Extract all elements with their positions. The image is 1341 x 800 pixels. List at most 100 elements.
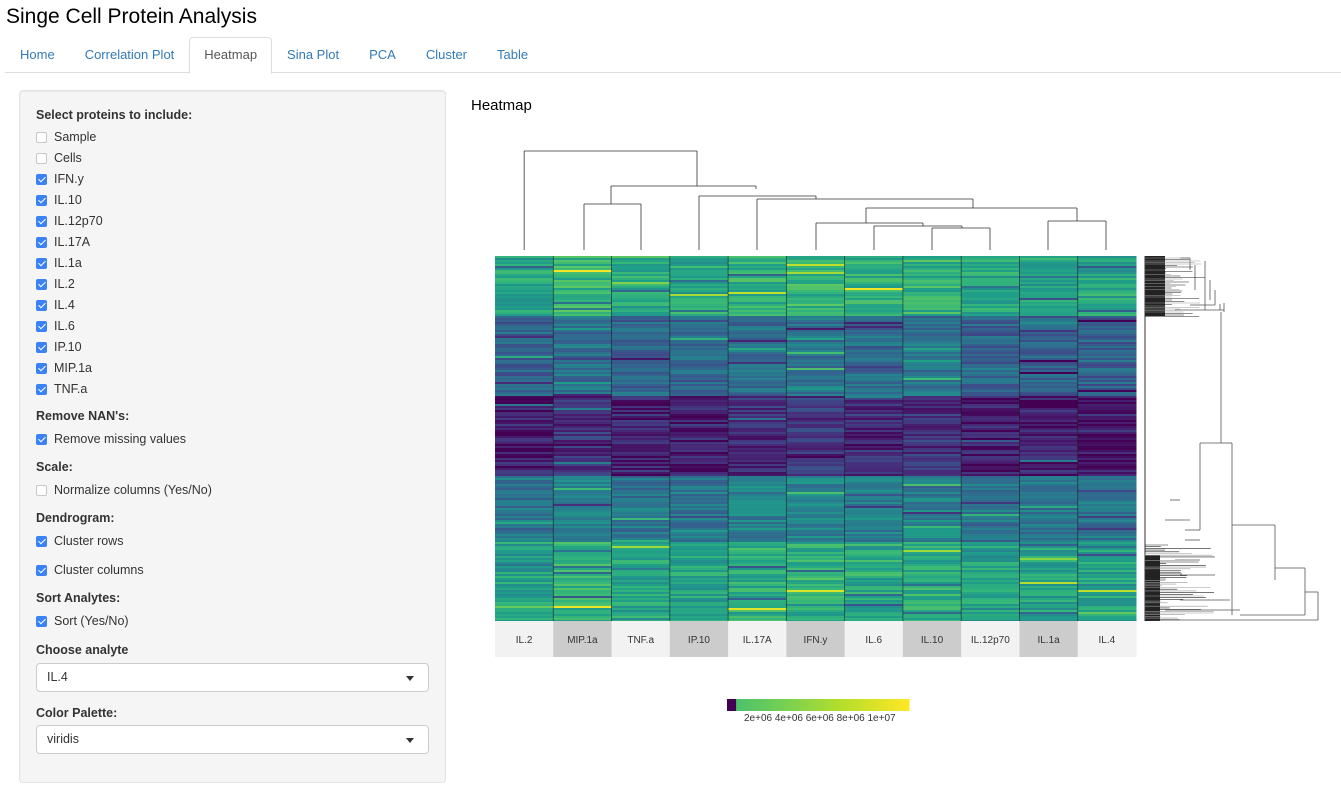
checkbox-box[interactable] — [36, 484, 47, 496]
cluster-rows-checkbox[interactable]: Cluster rows — [36, 532, 123, 550]
heatmap-cell — [1077, 594, 1137, 597]
heatmap-cell — [495, 360, 554, 363]
heatmap-cell — [961, 482, 1020, 485]
protein-checkbox-il-1a[interactable]: IL.1a — [36, 254, 82, 272]
protein-checkbox-il-17a[interactable]: IL.17A — [36, 233, 90, 251]
heatmap-cell — [1077, 500, 1137, 503]
checkbox-box[interactable] — [36, 257, 47, 269]
heatmap-cell — [553, 424, 613, 427]
heatmap-cell — [786, 370, 846, 373]
heatmap-cell — [961, 562, 1020, 565]
heatmap-cell — [728, 550, 787, 553]
heatmap-cell — [728, 426, 787, 429]
heatmap-cell — [1019, 444, 1079, 447]
normalize-columns-checkbox[interactable]: Normalize columns (Yes/No) — [36, 481, 212, 499]
heatmap-cell — [902, 406, 962, 409]
checkbox-box[interactable] — [36, 564, 47, 576]
heatmap-cell — [553, 348, 613, 351]
checkbox-box[interactable] — [36, 341, 47, 353]
checkbox-box[interactable] — [36, 173, 47, 185]
checkbox-box[interactable] — [36, 215, 47, 227]
protein-checkbox-ip-10[interactable]: IP.10 — [36, 338, 82, 356]
heatmap-cell — [611, 348, 671, 351]
heatmap-cell — [786, 574, 846, 577]
heatmap-cell — [669, 290, 729, 293]
heatmap-cell — [728, 538, 787, 541]
heatmap-cell — [1019, 330, 1079, 333]
checkbox-box[interactable] — [36, 299, 47, 311]
protein-checkbox-mip-1a[interactable]: MIP.1a — [36, 359, 92, 377]
heatmap-cell — [902, 486, 962, 489]
heatmap-cell — [902, 326, 962, 329]
heatmap-cell — [728, 382, 787, 385]
tab-home[interactable]: Home — [20, 47, 55, 62]
heatmap-cell — [495, 432, 554, 435]
heatmap-cell — [961, 408, 1020, 411]
protein-checkbox-il-12p70[interactable]: IL.12p70 — [36, 212, 103, 230]
protein-checkbox-ifn-y[interactable]: IFN.y — [36, 170, 84, 188]
tab-table[interactable]: Table — [497, 47, 529, 62]
heatmap-cell — [553, 580, 613, 583]
checkbox-box[interactable] — [36, 433, 47, 445]
heatmap-cell — [669, 280, 729, 283]
checkbox-box[interactable] — [36, 278, 47, 290]
heatmap-cell — [728, 572, 787, 575]
checkbox-box[interactable] — [36, 535, 47, 547]
heatmap-cell — [611, 360, 671, 363]
heatmap-cell — [553, 460, 613, 463]
sort-checkbox[interactable]: Sort (Yes/No) — [36, 612, 129, 630]
checkbox-box[interactable] — [36, 383, 47, 395]
heatmap-cell — [728, 566, 787, 569]
checkbox-box[interactable] — [36, 362, 47, 374]
heatmap-cell — [553, 608, 613, 611]
protein-checkbox-il-6[interactable]: IL.6 — [36, 317, 75, 335]
heatmap-cell — [553, 360, 613, 363]
analyte-select[interactable]: IL.4 — [36, 663, 429, 692]
heatmap-cell — [786, 478, 846, 481]
protein-checkbox-il-2[interactable]: IL.2 — [36, 275, 75, 293]
checkbox-box[interactable] — [36, 131, 47, 143]
palette-select[interactable]: viridis — [36, 725, 429, 754]
protein-checkbox-cells[interactable]: Cells — [36, 149, 82, 167]
heatmap-cell — [728, 372, 787, 375]
heatmap-cell — [669, 554, 729, 557]
cluster-columns-checkbox[interactable]: Cluster columns — [36, 561, 144, 579]
remove-missing-checkbox[interactable]: Remove missing values — [36, 430, 186, 448]
checkbox-box[interactable] — [36, 194, 47, 206]
protein-checkbox-il-4[interactable]: IL.4 — [36, 296, 75, 314]
tab-pca[interactable]: PCA — [369, 47, 396, 62]
heatmap-cell — [553, 526, 613, 529]
heatmap-cell — [786, 458, 846, 461]
protein-checkbox-tnf-a[interactable]: TNF.a — [36, 380, 87, 398]
heatmap-cell — [669, 418, 729, 421]
heatmap-cell — [786, 590, 846, 593]
heatmap-cell — [495, 440, 554, 443]
checkbox-box[interactable] — [36, 236, 47, 248]
heatmap-cell — [961, 382, 1020, 385]
tab-sina-plot[interactable]: Sina Plot — [287, 47, 340, 62]
heatmap-cell — [611, 452, 671, 455]
heatmap-cell — [961, 518, 1020, 521]
heatmap-cell — [786, 550, 846, 553]
checkbox-box[interactable] — [36, 320, 47, 332]
heatmap-cell — [786, 408, 846, 411]
heatmap-cell — [1019, 402, 1079, 405]
checkbox-box[interactable] — [36, 615, 47, 627]
heatmap-cell — [611, 408, 671, 411]
checkbox-box[interactable] — [36, 152, 47, 164]
heatmap-cell — [902, 452, 962, 455]
heatmap-cell — [553, 448, 613, 451]
heatmap-cell — [1019, 294, 1079, 297]
protein-checkbox-il-10[interactable]: IL.10 — [36, 191, 82, 209]
heatmap-cell — [611, 610, 671, 613]
heatmap-cell — [669, 258, 729, 261]
tab-correlation-plot[interactable]: Correlation Plot — [84, 47, 175, 62]
protein-checkbox-sample[interactable]: Sample — [36, 128, 96, 146]
tab-heatmap[interactable]: Heatmap — [189, 37, 273, 74]
heatmap-cell — [786, 316, 846, 319]
heatmap-cell — [1019, 406, 1079, 409]
heatmap-cell — [495, 370, 554, 373]
heatmap-cell — [728, 296, 787, 299]
heatmap-cell — [553, 294, 613, 297]
tab-cluster[interactable]: Cluster — [425, 47, 468, 62]
